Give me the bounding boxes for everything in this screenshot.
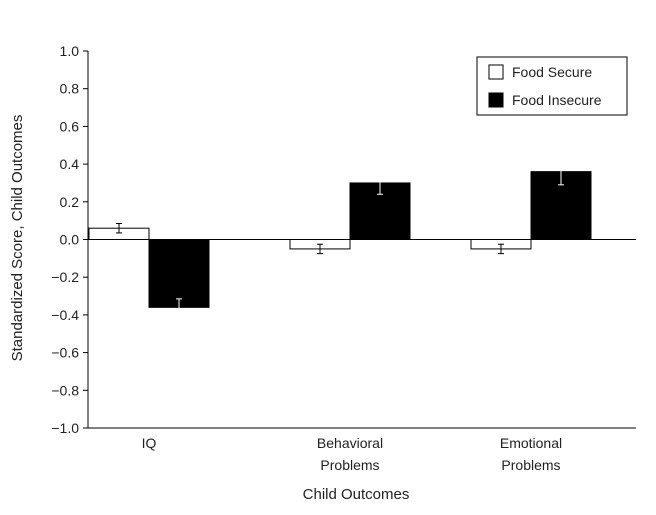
x-tick-label: Behavioral Problems xyxy=(317,435,383,473)
y-tick-label: −0.4 xyxy=(51,307,79,323)
y-tick-label: 1.0 xyxy=(60,43,80,59)
y-tick-label: 0.6 xyxy=(60,118,80,134)
y-tick-label: 0.8 xyxy=(60,81,80,97)
legend-swatch-food-insecure xyxy=(488,92,504,108)
y-tick-label: −1.0 xyxy=(51,420,79,436)
y-tick-label: 0.0 xyxy=(60,232,80,248)
y-tick-label: −0.8 xyxy=(51,382,79,398)
bars xyxy=(88,157,636,317)
y-tick-label: 0.2 xyxy=(60,194,80,210)
x-axis: IQ Behavioral Problems Emotional Problems xyxy=(88,427,636,473)
bar xyxy=(148,239,210,308)
y-tick-label: 0.4 xyxy=(60,156,80,172)
legend-label-food-secure: Food Secure xyxy=(512,64,592,80)
legend: Food Secure Food Insecure xyxy=(476,56,628,116)
legend-swatch-food-secure xyxy=(488,64,504,80)
x-axis-label: Child Outcomes xyxy=(303,486,410,503)
y-axis: 1.0 0.8 0.6 0.4 0.2 0.0 −0.2 −0.4 −0.6 −0.8 −1.0 xyxy=(51,43,89,436)
legend-label-food-insecure: Food Insecure xyxy=(512,92,602,108)
x-tick-label: IQ xyxy=(142,435,157,451)
y-tick-label: −0.6 xyxy=(51,345,79,361)
y-axis-label: Standardized Score, Child Outcomes xyxy=(9,115,26,362)
y-tick-label: −0.2 xyxy=(51,269,79,285)
x-tick-label: Emotional Problems xyxy=(500,435,562,473)
